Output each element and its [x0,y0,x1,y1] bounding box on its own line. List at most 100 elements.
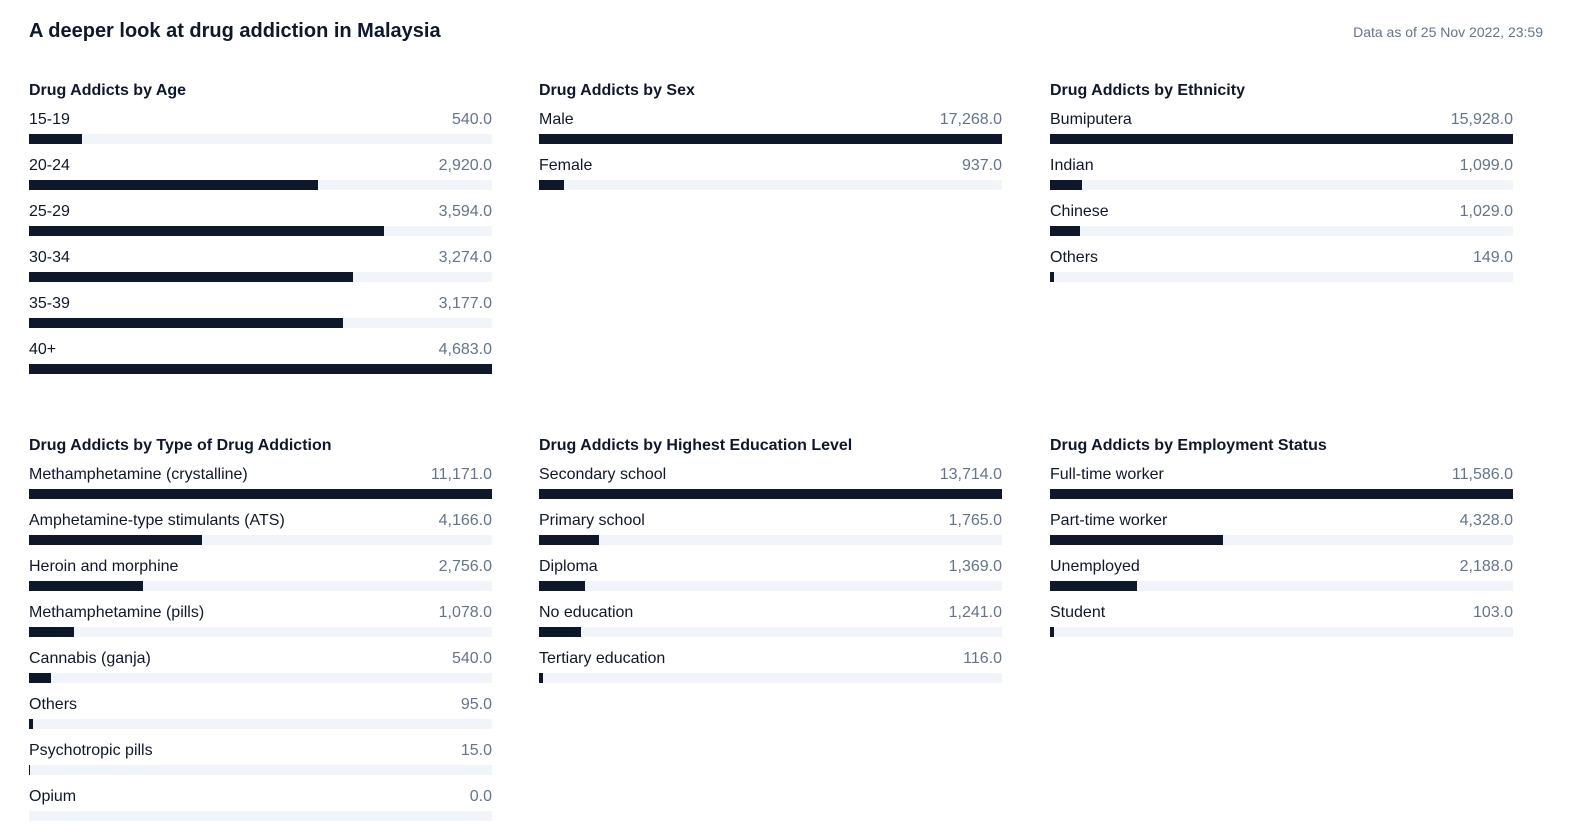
bar-header: Secondary school 13,714.0 [539,465,1002,487]
bar-header: Primary school 1,765.0 [539,511,1002,533]
bar [29,489,492,499]
bar [539,180,565,190]
bar-row: Methamphetamine (crystalline) 11,171.0 [29,465,492,511]
page-title: A deeper look at drug addiction in Malay… [29,20,441,42]
bar-track [29,719,492,729]
bar-track [29,226,492,236]
bar-header: Male 17,268.0 [539,110,1002,132]
bar-track [1050,535,1513,545]
bar-header: Bumiputera 15,928.0 [1050,110,1513,132]
bar-header: Female 937.0 [539,156,1002,178]
bar-row: Female 937.0 [539,156,1002,202]
bar-track [29,765,492,775]
bar-label: Primary school [539,512,645,529]
bar-value-label: 116.0 [963,650,1002,667]
bar-header: Indian 1,099.0 [1050,156,1513,178]
bar-track [539,134,1002,144]
bar-header: Student 103.0 [1050,603,1513,625]
bar-value-label: 15,928.0 [1450,111,1513,128]
bar [29,364,492,374]
bar-list: Methamphetamine (crystalline) 11,171.0 Amp… [29,465,492,833]
bar-header: Methamphetamine (crystalline) 11,171.0 [29,465,492,487]
bar-track [1050,226,1513,236]
panel-title: Drug Addicts by Age [29,82,187,99]
bar-row: Cannabis (ganja) 540.0 [29,649,492,695]
bar-row: Heroin and morphine 2,756.0 [29,557,492,603]
bar-track [29,627,492,637]
bar-value-label: 4,683.0 [438,341,492,358]
bar [1050,489,1513,499]
bar [1050,627,1055,637]
panel-title: Drug Addicts by Ethnicity [1050,82,1245,99]
bar-label: 30-34 [29,249,70,266]
bar-label: Psychotropic pills [29,742,153,759]
bar-header: Tertiary education 116.0 [539,649,1002,671]
bar-value-label: 4,328.0 [1459,512,1513,529]
bar [1050,180,1082,190]
bar-value-label: 2,188.0 [1459,558,1513,575]
panel-education: Drug Addicts by Highest Education Level … [539,437,1002,695]
bar-value-label: 13,714.0 [939,466,1002,483]
bar-row: 20-24 2,920.0 [29,156,492,202]
bar-value-label: 3,594.0 [438,203,492,220]
bar-track [29,364,492,374]
bar-track [29,673,492,683]
bar [29,581,144,591]
bar-value-label: 2,756.0 [438,558,492,575]
bar-label: Others [1050,249,1099,266]
bar-label: 40+ [29,341,57,358]
bar-track [1050,180,1513,190]
bar-header: Methamphetamine (pills) 1,078.0 [29,603,492,625]
bar-header: Opium 0.0 [29,787,492,809]
bar-value-label: 1,369.0 [948,558,1002,575]
bar-value-label: 11,586.0 [1451,466,1513,483]
bar-row: 15-19 540.0 [29,110,492,156]
bar-track [29,489,492,499]
panel-ethnicity: Drug Addicts by Ethnicity Bumiputera 15,9… [1050,82,1513,294]
panel-drug-type: Drug Addicts by Type of Drug Addiction M… [29,437,492,833]
bar [1050,535,1223,545]
bar-value-label: 2,920.0 [438,157,492,174]
bar [1050,134,1513,144]
bar [1050,272,1055,282]
bar-value-label: 149.0 [1472,249,1513,266]
bar-row: 25-29 3,594.0 [29,202,492,248]
bar-row: Indian 1,099.0 [1050,156,1513,202]
bar-value-label: 1,099.0 [1459,157,1513,174]
bar-row: Methamphetamine (pills) 1,078.0 [29,603,492,649]
panel-title: Drug Addicts by Sex [539,82,695,99]
bar-label: Indian [1050,157,1094,174]
bar-value-label: 3,274.0 [438,249,492,266]
panel-age: Drug Addicts by Age 15-19 540.0 20-24 2,920… [29,82,492,386]
bar-track [29,318,492,328]
bar-label: Secondary school [539,466,667,483]
bar-header: Unemployed 2,188.0 [1050,557,1513,579]
bar-label: Tertiary education [539,650,666,667]
bar-track [1050,489,1513,499]
bar-row: No education 1,241.0 [539,603,1002,649]
bar-header: 25-29 3,594.0 [29,202,492,224]
bar-label: Amphetamine-type stimulants (ATS) [29,512,285,529]
bar-label: Bumiputera [1050,111,1132,128]
bar-label: Opium [29,788,77,805]
bar-row: Others 149.0 [1050,248,1513,294]
bar [29,226,385,236]
bar-header: 15-19 540.0 [29,110,492,132]
bar-row: Psychotropic pills 15.0 [29,741,492,787]
panel-title: Drug Addicts by Employment Status [1050,437,1327,454]
bar-header: Amphetamine-type stimulants (ATS) 4,166.0 [29,511,492,533]
bar-label: Female [539,157,593,174]
bar-row: Amphetamine-type stimulants (ATS) 4,166.0 [29,511,492,557]
bar-value-label: 3,177.0 [438,295,492,312]
bar-label: 35-39 [29,295,70,312]
bar-row: Secondary school 13,714.0 [539,465,1002,511]
panel-title: Drug Addicts by Type of Drug Addiction [29,437,332,454]
bar-value-label: 1,029.0 [1459,203,1513,220]
bar [29,535,202,545]
bar-header: Psychotropic pills 15.0 [29,741,492,763]
bar-label: Student [1050,604,1106,621]
bar-row: Part-time worker 4,328.0 [1050,511,1513,557]
bar-row: Bumiputera 15,928.0 [1050,110,1513,156]
bar-value-label: 4,166.0 [438,512,492,529]
bar-row: Others 95.0 [29,695,492,741]
